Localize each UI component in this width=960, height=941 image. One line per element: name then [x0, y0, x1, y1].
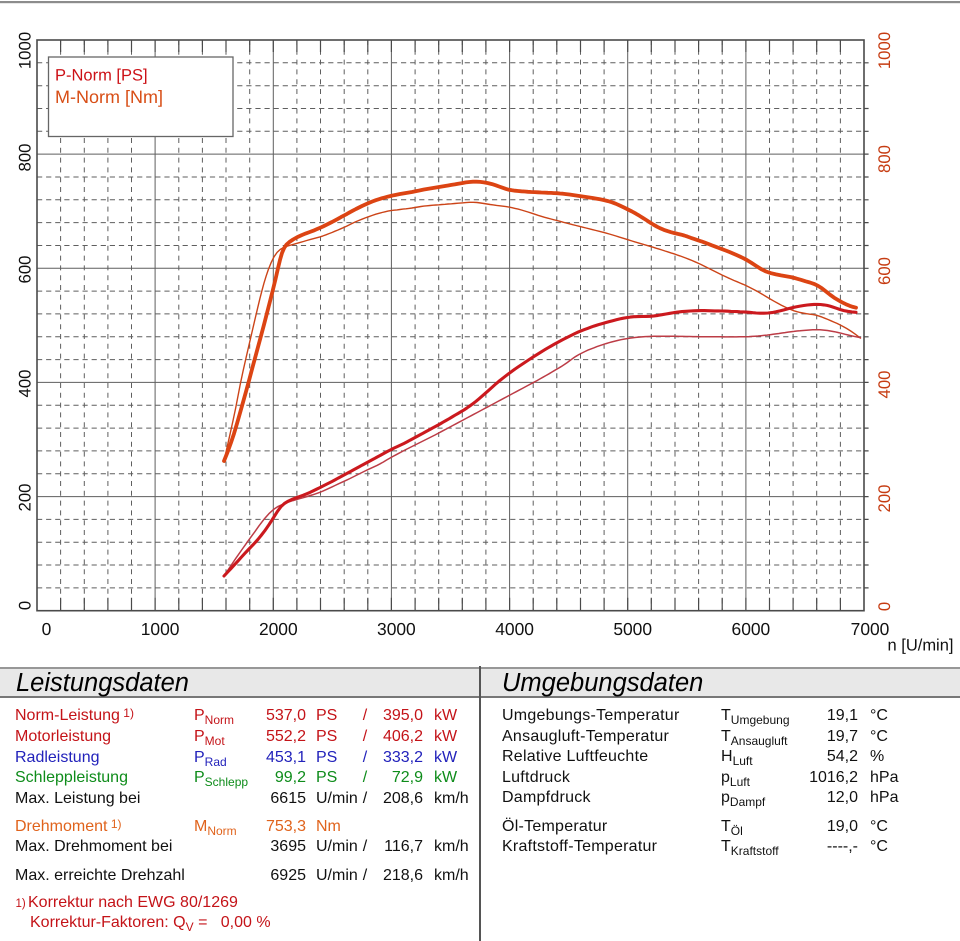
svg-text:400: 400 [16, 370, 35, 398]
svg-text:800: 800 [16, 144, 35, 172]
svg-text:800: 800 [875, 145, 894, 173]
svg-text:3000: 3000 [377, 619, 416, 639]
svg-text:4000: 4000 [495, 619, 534, 639]
svg-text:P-Norm [PS]: P-Norm [PS] [55, 67, 148, 85]
svg-text:0: 0 [875, 602, 894, 611]
svg-text:1000: 1000 [16, 32, 35, 69]
svg-text:600: 600 [16, 256, 35, 284]
svg-text:200: 200 [16, 484, 35, 512]
svg-text:6000: 6000 [732, 619, 771, 639]
svg-text:2000: 2000 [259, 619, 298, 639]
svg-text:n [U/min]: n [U/min] [887, 637, 953, 655]
svg-text:600: 600 [875, 257, 894, 285]
svg-text:5000: 5000 [613, 619, 652, 639]
svg-text:M-Norm [Nm]: M-Norm [Nm] [55, 87, 163, 107]
svg-text:200: 200 [875, 485, 894, 513]
svg-text:0: 0 [42, 619, 52, 639]
svg-text:400: 400 [875, 371, 894, 399]
svg-text:1000: 1000 [875, 32, 894, 69]
svg-text:7000: 7000 [851, 619, 890, 639]
svg-text:0: 0 [16, 601, 35, 610]
svg-text:1000: 1000 [141, 619, 180, 639]
